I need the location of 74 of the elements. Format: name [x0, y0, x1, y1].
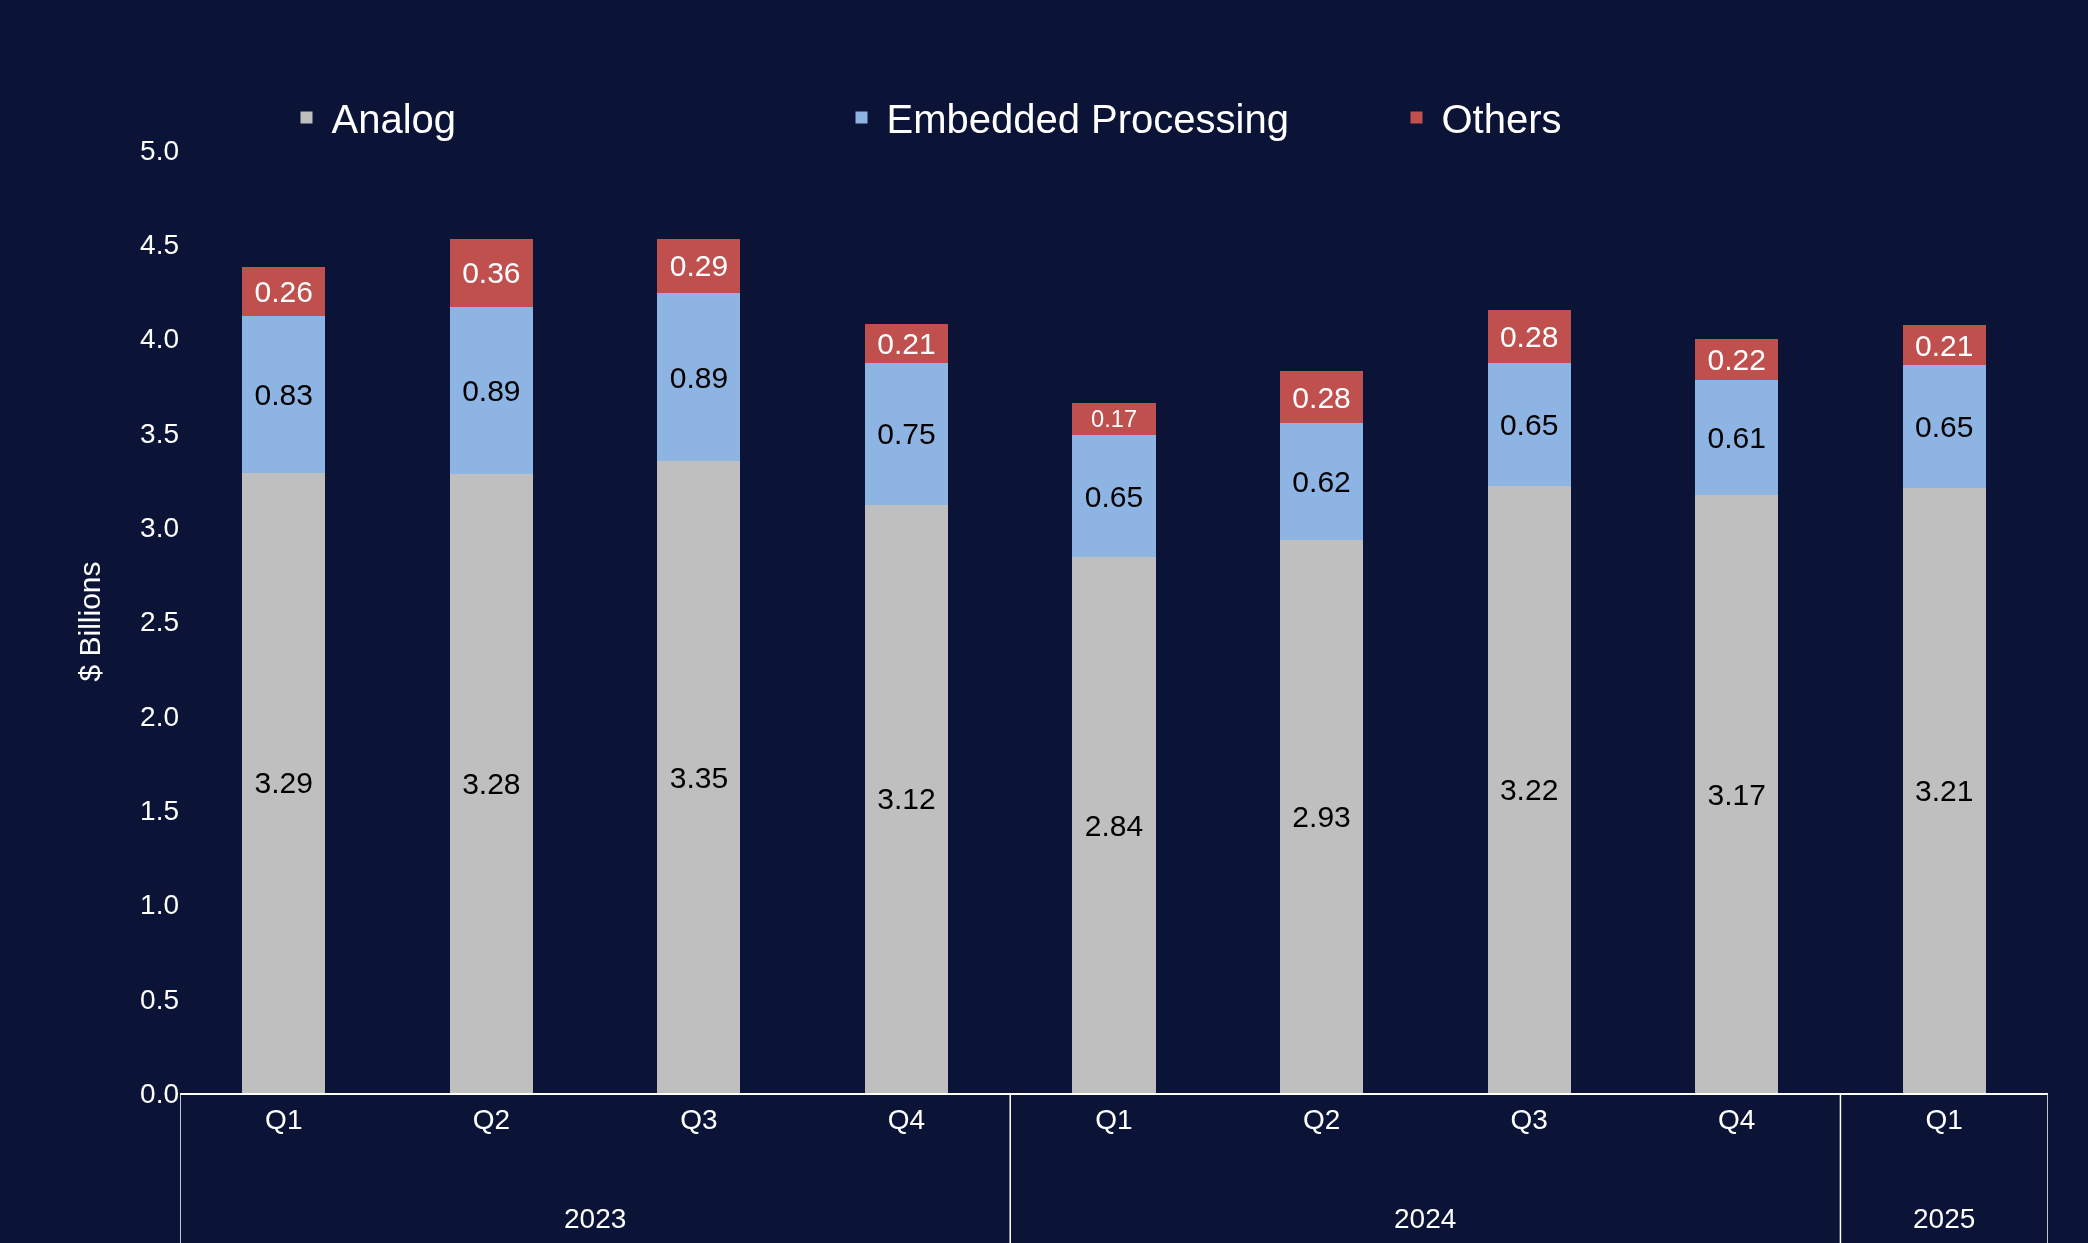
data-label: 0.36 [462, 256, 521, 290]
data-label: 0.28 [1499, 320, 1559, 354]
data-label: 0.89 [462, 373, 521, 407]
data-label: 3.28 [462, 767, 521, 801]
bar [864, 363, 948, 505]
bar [1072, 434, 1156, 558]
data-label: 3.29 [254, 766, 313, 800]
y-tick-label: 0.5 [140, 983, 179, 1015]
data-label: 0.21 [877, 326, 936, 360]
data-label: 0.83 [254, 377, 313, 411]
x-tick-label: Q1 [265, 1103, 303, 1135]
bar [657, 293, 741, 462]
data-label: 0.89 [669, 360, 729, 394]
data-label: 3.17 [1707, 777, 1766, 811]
bar [1072, 557, 1156, 1093]
legend-label: Others [1441, 97, 1562, 142]
x-tick-label: Q3 [1510, 1103, 1548, 1135]
text: 2025 [1913, 1203, 1976, 1234]
y-tick-label: 2.0 [140, 700, 179, 732]
y-tick-label: 1.0 [140, 889, 179, 921]
x-tick-label: Q2 [472, 1103, 511, 1135]
bar [242, 315, 326, 473]
y-tick-label: 0.0 [140, 1077, 179, 1109]
x-tick-label: Q1 [1925, 1103, 1963, 1135]
data-label: 0.61 [1707, 421, 1766, 455]
x-tick-label: Q4 [1717, 1103, 1756, 1135]
data-label: 2.93 [1292, 800, 1351, 834]
bar [1072, 402, 1156, 435]
text: 2024 [1394, 1203, 1457, 1234]
data-label: 0.65 [1084, 479, 1144, 513]
bar [1695, 380, 1779, 496]
x-tick-label: Q4 [887, 1103, 926, 1135]
data-label: 0.26 [254, 274, 313, 308]
bar [1280, 540, 1364, 1093]
bar [1487, 363, 1571, 486]
data-label: 2.84 [1084, 808, 1144, 842]
data-label: 0.75 [877, 417, 936, 451]
bar [1280, 423, 1364, 541]
y-tick-label: 2.5 [140, 606, 179, 638]
data-label: 0.17 [1090, 406, 1138, 433]
y-tick-label: 3.5 [140, 417, 179, 449]
text: 2023 [564, 1203, 627, 1234]
x-tick-label: Q1 [1095, 1103, 1133, 1135]
data-label: 3.12 [877, 782, 936, 816]
data-label: 0.65 [1915, 409, 1974, 443]
data-label: 0.28 [1292, 380, 1351, 414]
y-tick-label: 3.0 [140, 512, 179, 543]
bar [1487, 485, 1571, 1093]
data-label: 3.21 [1915, 773, 1974, 807]
legend-label: Analog [331, 97, 457, 142]
bar [449, 306, 533, 475]
y-tick-label: 5.0 [140, 134, 179, 166]
y-tick-label: 1.5 [140, 794, 179, 826]
x-tick-label: Q3 [680, 1103, 718, 1135]
data-label: 0.22 [1707, 342, 1766, 376]
bar [864, 504, 948, 1093]
bar [449, 238, 533, 307]
x-tick-label: Q2 [1302, 1103, 1341, 1135]
bar [242, 472, 326, 1093]
y-tick-label: 4.5 [140, 229, 179, 261]
data-label: 3.22 [1499, 772, 1559, 806]
bar [1902, 365, 1986, 488]
bar [449, 474, 533, 1093]
data-label: 0.62 [1292, 465, 1351, 499]
y-tick-label: 4.0 [140, 323, 179, 355]
bar [1902, 487, 1986, 1093]
data-label: 0.21 [1915, 328, 1974, 362]
bar [1695, 495, 1779, 1093]
data-label: 3.35 [669, 760, 729, 794]
legend-label: Embedded Processing [886, 97, 1289, 142]
data-label: 0.29 [669, 249, 729, 283]
data-label: 0.65 [1499, 407, 1559, 441]
y-axis-title: $ Billions [73, 561, 107, 682]
bar [657, 461, 741, 1093]
